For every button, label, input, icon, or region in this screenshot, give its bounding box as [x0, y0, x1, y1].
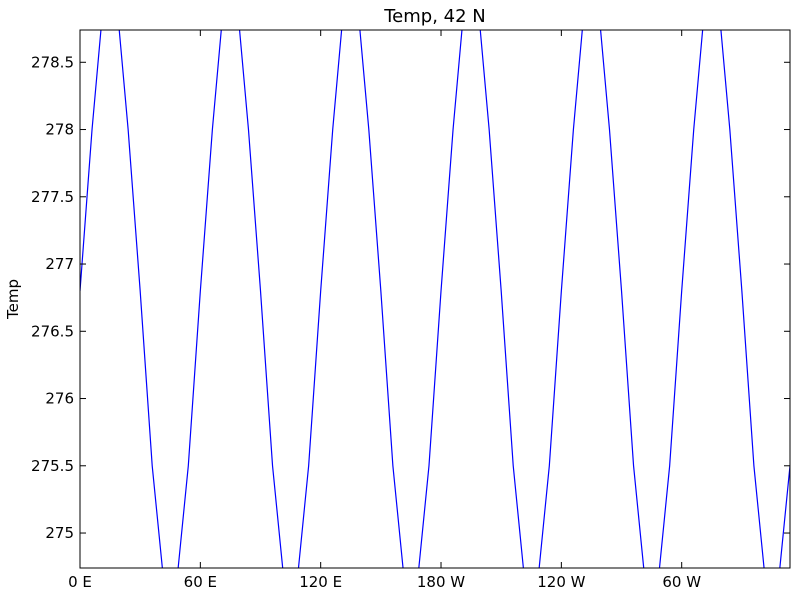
y-axis-label: Temp — [4, 279, 22, 320]
x-tick-label: 0 E — [68, 573, 92, 591]
y-tick-label: 276.5 — [31, 322, 74, 340]
y-tick-label: 277 — [45, 255, 74, 273]
x-tick-label: 120 W — [537, 573, 585, 591]
chart-title: Temp, 42 N — [383, 6, 486, 27]
y-tick-label: 278 — [45, 121, 74, 139]
plot-frame — [79, 29, 791, 569]
x-tick-label: 180 W — [417, 573, 465, 591]
y-tick-label: 277.5 — [31, 188, 74, 206]
y-tick-label: 278.5 — [31, 53, 74, 71]
x-tick-label: 60 W — [662, 573, 701, 591]
data-line — [80, 30, 790, 568]
x-tick-label: 60 E — [184, 573, 217, 591]
x-tick-label: 120 E — [299, 573, 342, 591]
y-tick-label: 276 — [45, 390, 74, 408]
y-tick-label: 275 — [45, 524, 74, 542]
y-tick-label: 275.5 — [31, 457, 74, 475]
